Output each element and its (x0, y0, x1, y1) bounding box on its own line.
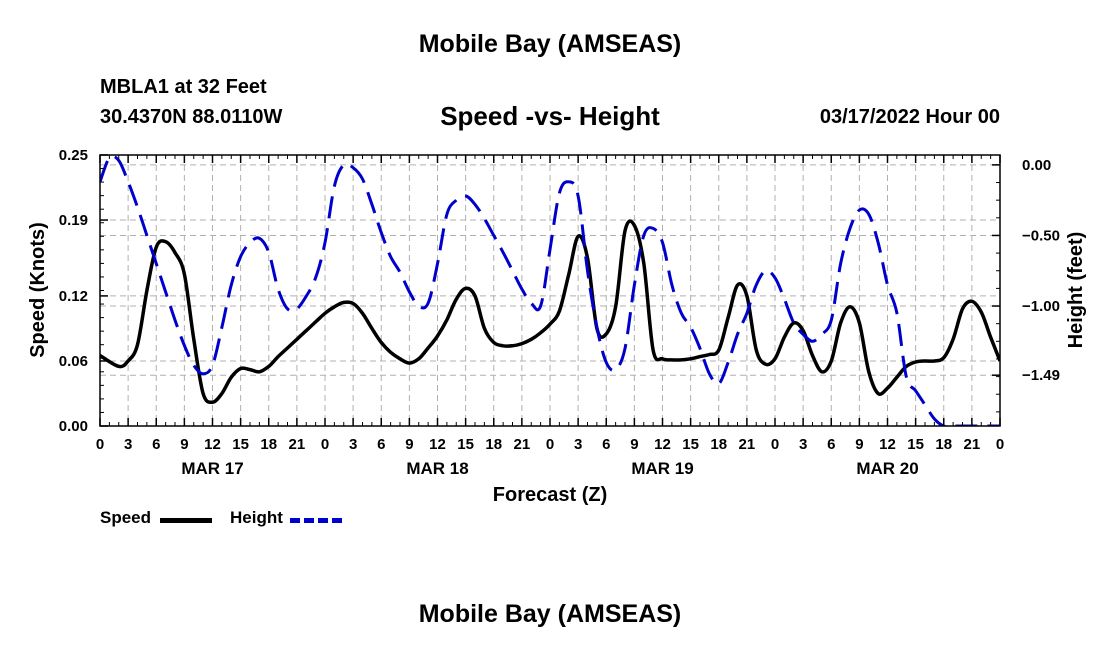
x-tick-label: 6 (602, 436, 610, 453)
y-tick-label-right: −0.50 (1022, 227, 1060, 244)
y-tick-label-right: −1.49 (1022, 367, 1060, 384)
legend-label-speed: Speed (100, 508, 152, 527)
y-tick-label-left: 0.06 (59, 353, 88, 370)
x-tick-label: 21 (289, 436, 306, 453)
x-tick-label: 6 (377, 436, 385, 453)
x-tick-label: 12 (429, 436, 446, 453)
station-label: MBLA1 at 32 Feet (100, 76, 267, 98)
x-tick-label: 0 (771, 436, 779, 453)
x-tick-label: 21 (739, 436, 756, 453)
x-tick-label: 0 (96, 436, 104, 453)
x-tick-label: 15 (457, 436, 474, 453)
y-tick-label-left: 0.19 (59, 212, 88, 229)
x-tick-label: 15 (682, 436, 699, 453)
y-tick-label-left: 0.25 (59, 147, 88, 164)
grid (100, 155, 1000, 426)
y-axis-label-right: Height (feet) (1065, 232, 1087, 349)
chart-subtitle: Speed -vs- Height (440, 101, 660, 131)
day-label: MAR 17 (181, 459, 243, 478)
series-layer (100, 155, 1000, 426)
legend-swatch-height (290, 518, 342, 523)
x-tick-label: 9 (630, 436, 638, 453)
x-tick-label: 6 (827, 436, 835, 453)
x-tick-label: 0 (321, 436, 329, 453)
x-tick-label: 18 (485, 436, 502, 453)
station-coordinates: 30.4370N 88.0110W (100, 106, 283, 128)
x-tick-label: 18 (710, 436, 727, 453)
x-tick-label: 0 (996, 436, 1004, 453)
day-label: MAR 19 (631, 459, 693, 478)
x-tick-label: 15 (907, 436, 924, 453)
legend-item-height: Height (230, 508, 283, 528)
run-time: 03/17/2022 Hour 00 (819, 106, 1000, 128)
x-tick-label: 21 (964, 436, 981, 453)
y-tick-label-right: 0.00 (1022, 157, 1051, 174)
y-tick-label-left: 0.00 (59, 418, 88, 435)
y-axis-label-left: Speed (Knots) (27, 222, 49, 358)
x-tick-label: 12 (879, 436, 896, 453)
x-tick-label: 12 (654, 436, 671, 453)
x-tick-label: 15 (232, 436, 249, 453)
x-tick-label: 9 (855, 436, 863, 453)
x-tick-label: 18 (935, 436, 952, 453)
x-tick-label: 6 (152, 436, 160, 453)
legend-item-speed: Speed (100, 508, 151, 528)
x-tick-label: 12 (204, 436, 221, 453)
chart-title: Mobile Bay (AMSEAS) (418, 30, 682, 58)
day-label: MAR 18 (406, 459, 468, 478)
x-tick-label: 3 (574, 436, 582, 453)
x-tick-label: 21 (514, 436, 531, 453)
legend-label-height: Height (230, 508, 283, 527)
x-tick-label: 3 (799, 436, 807, 453)
y-tick-label-left: 0.12 (59, 288, 88, 305)
x-tick-label: 3 (124, 436, 132, 453)
legend-swatch-speed (160, 518, 212, 523)
axes: 0 3 6 9 12 15 18 21 0 3 6 9 12 15 18 21 0 3 6 9 12 15 18 21 0 3 6 9… (59, 147, 1060, 478)
y-tick-label-right: −1.00 (1022, 298, 1060, 315)
series-line-speed (100, 219, 1000, 405)
chart-title-repeat: Mobile Bay (AMSEAS) (418, 600, 682, 628)
x-tick-label: 18 (260, 436, 277, 453)
x-tick-label: 9 (405, 436, 413, 453)
x-tick-label: 3 (349, 436, 357, 453)
series-line-height (100, 155, 1000, 426)
day-label: MAR 20 (856, 459, 918, 478)
x-axis-label: Forecast (Z) (493, 484, 607, 506)
x-tick-label: 0 (546, 436, 554, 453)
x-tick-label: 9 (180, 436, 188, 453)
